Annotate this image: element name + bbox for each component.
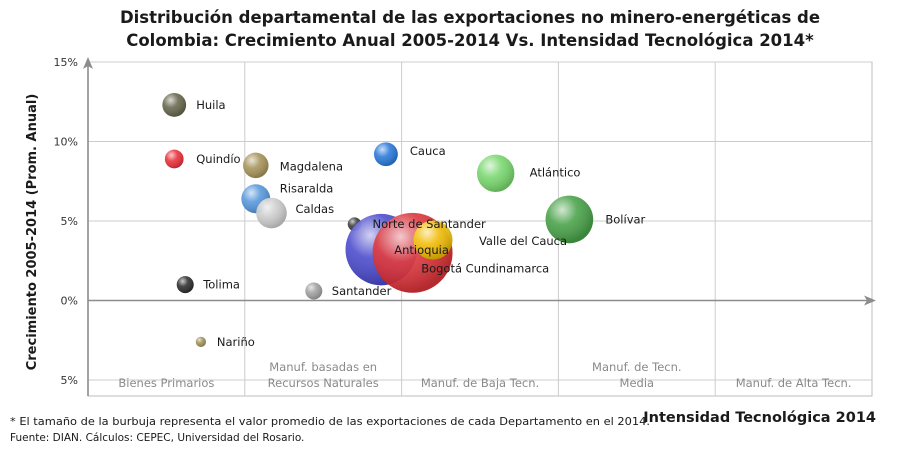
bubble-6: [256, 197, 287, 229]
bubbles: [162, 93, 594, 347]
bubble-gloss-6: [256, 197, 287, 229]
bubble-label-12: Valle del Cauca: [479, 234, 567, 248]
bubble-gloss-7: [305, 282, 323, 300]
bubble-13: [476, 154, 515, 192]
bubble-label-1: Quindío: [196, 152, 240, 166]
bubble-label-5: Risaralda: [280, 182, 334, 196]
source-note: Fuente: DIAN. Cálculos: CEPEC, Universid…: [10, 432, 304, 444]
bubble-gloss-2: [176, 276, 194, 294]
y-tick-label-4: 15%: [54, 56, 78, 69]
bubble-0: [162, 93, 187, 117]
bubble-gloss-12: [413, 220, 453, 260]
category-label-1-0: Manuf. basadas en: [269, 360, 377, 374]
bubble-3: [195, 336, 206, 347]
y-axis-arrow: [83, 57, 93, 69]
bubble-12: [413, 220, 453, 260]
bubble-label-9: Cauca: [410, 144, 446, 158]
footnote: * El tamaño de la burbuja representa el …: [10, 416, 650, 428]
y-axis-label: Crecimiento 2005-2014 (Prom. Anual): [25, 94, 40, 371]
axes: [83, 57, 876, 396]
bubble-9: [374, 142, 398, 167]
bubble-gloss-9: [374, 142, 398, 167]
bubble-7: [305, 282, 323, 300]
bubble-label-8: Norte de Santander: [373, 217, 486, 231]
y-tick-label-2: 5%: [61, 215, 78, 228]
bubble-gloss-3: [195, 336, 206, 347]
bubble-2: [176, 276, 194, 294]
bubble-label-3: Nariño: [217, 335, 255, 349]
bubble-label-0: Huila: [196, 98, 225, 112]
bubble-label-13: Atlántico: [530, 165, 581, 179]
category-label-4-0: Manuf. de Alta Tecn.: [736, 376, 852, 390]
bubble-gloss-13: [476, 154, 515, 192]
category-label-3-1: Media: [620, 376, 655, 390]
y-tick-labels: 5% 0% 5% 10% 15%: [54, 56, 78, 387]
y-tick-label-3: 10%: [54, 136, 78, 149]
bubble-label-7: Santander: [332, 284, 392, 298]
x-axis-label: Intensidad Tecnológica 2014: [643, 410, 876, 426]
bubble-gloss-4: [243, 152, 269, 179]
gridlines: [88, 61, 872, 396]
chart-title-line-1: Distribución departamental de las export…: [120, 8, 820, 27]
bubble-14: [545, 195, 594, 244]
y-tick-label-1: 0%: [61, 295, 78, 308]
bubble-label-14: Bolívar: [605, 212, 645, 226]
bubble-gloss-1: [164, 149, 184, 169]
category-label-3-0: Manuf. de Tecn.: [592, 360, 682, 374]
bubble-label-2: Tolima: [202, 278, 240, 292]
chart-title-line-2: Colombia: Crecimiento Anual 2005-2014 Vs…: [126, 31, 814, 50]
bubble-label-6: Caldas: [295, 202, 334, 216]
bubble-label-10: Bogotá Cundinamarca: [421, 262, 549, 276]
bubble-1: [164, 149, 184, 169]
bubble-gloss-0: [162, 93, 187, 117]
bubble-4: [243, 152, 269, 179]
y-tick-label-0: 5%: [61, 374, 78, 387]
bubble-gloss-14: [545, 195, 594, 244]
category-labels: Bienes Primarios Manuf. basadas en Recurso…: [118, 360, 851, 390]
category-label-2-0: Manuf. de Baja Tecn.: [421, 376, 539, 390]
category-label-1-1: Recursos Naturales: [268, 376, 379, 390]
chart-title: Distribución departamental de las export…: [120, 8, 820, 50]
category-label-0-0: Bienes Primarios: [118, 376, 214, 390]
x-axis-arrow: [864, 295, 876, 306]
bubble-label-11: Antioquia: [394, 243, 449, 257]
bubble-labels: Huila Quindío Tolima Nariño Magdalena Risaral…: [196, 98, 645, 349]
bubble-label-4: Magdalena: [280, 159, 343, 173]
